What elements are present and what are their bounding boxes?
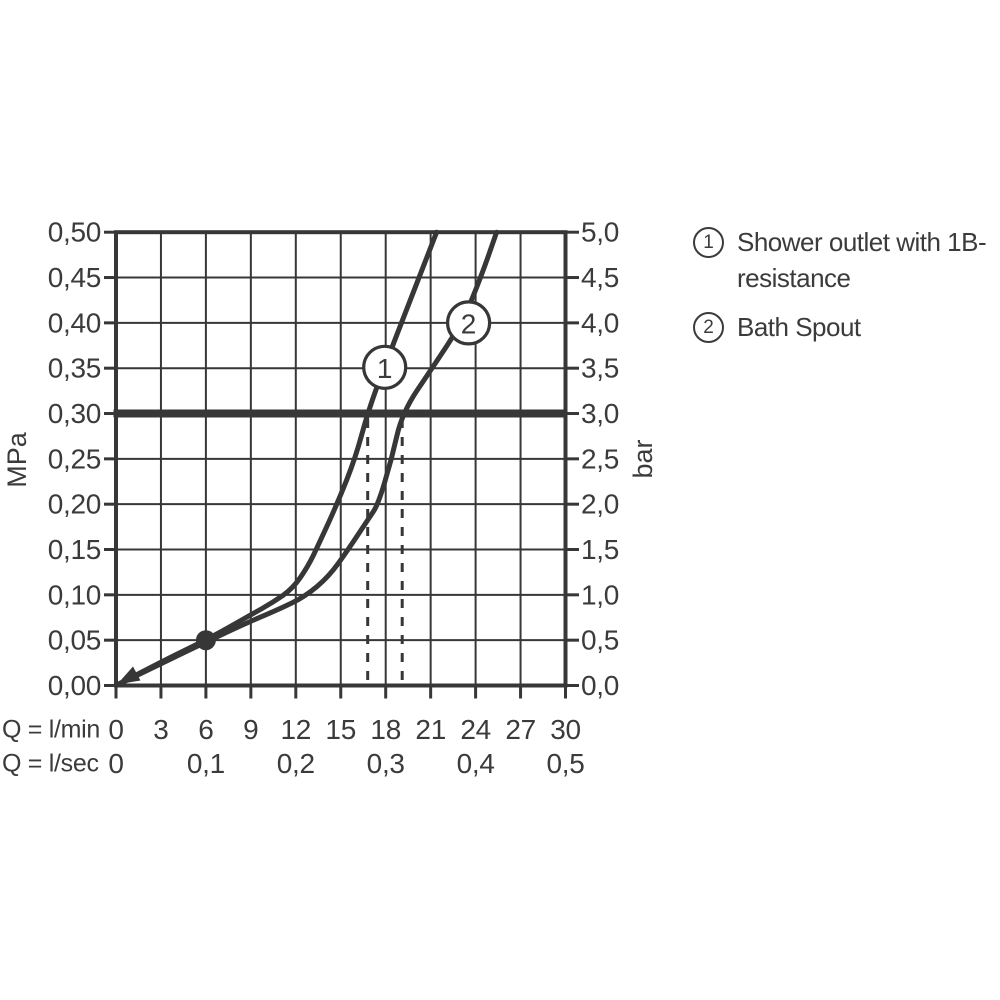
legend-item-bath-spout: 2 Bath Spout bbox=[693, 309, 986, 345]
legend-text-shower-outlet: Shower outlet with 1B- resistance bbox=[737, 224, 987, 296]
x-axis-caption-lmin: Q = l/min bbox=[2, 716, 100, 744]
origin-arrowhead-icon bbox=[117, 666, 141, 685]
x-axis-caption-lsec: Q = l/sec bbox=[2, 750, 99, 778]
x-lsec-tick-3: 0,3 bbox=[367, 748, 405, 779]
flow-dot-marker bbox=[195, 630, 216, 651]
legend: 1 Shower outlet with 1B- resistance 2 Ba… bbox=[693, 224, 987, 345]
x-lmin-tick-5: 15 bbox=[325, 714, 356, 745]
y-left-tick-4: 0,30 bbox=[48, 398, 101, 429]
curve-1 bbox=[113, 229, 440, 688]
y-left-tick-7: 0,15 bbox=[48, 534, 101, 565]
y-left-tick-6: 0,20 bbox=[48, 489, 101, 520]
y-left-tick-0: 0,50 bbox=[48, 217, 101, 248]
x-lmin-tick-6: 18 bbox=[370, 714, 401, 745]
plot-border bbox=[114, 230, 568, 688]
legend-line: Bath Spout bbox=[737, 312, 861, 342]
legend-symbol-2-number: 2 bbox=[703, 317, 714, 338]
y-left-tick-2: 0,40 bbox=[48, 307, 101, 338]
y-right-tick-7: 1,5 bbox=[581, 534, 619, 565]
legend-line: Shower outlet with 1B- bbox=[737, 227, 987, 257]
x-lsec-tick-1: 0,1 bbox=[187, 748, 225, 779]
y-left-tick-5: 0,25 bbox=[48, 443, 101, 474]
x-lsec-tick-2: 0,2 bbox=[277, 748, 315, 779]
y-left-tick-3: 0,35 bbox=[48, 353, 101, 384]
y-left-tick-10: 0,00 bbox=[48, 670, 101, 701]
x-lmin-tick-0: 0 bbox=[108, 714, 123, 745]
curve-2-label-number: 2 bbox=[461, 308, 477, 339]
y-right-tick-8: 1,0 bbox=[581, 579, 619, 610]
curve-2-label-circle bbox=[446, 300, 492, 346]
x-lmin-tick-4: 12 bbox=[281, 714, 312, 745]
x-lmin-tick-1: 3 bbox=[153, 714, 168, 745]
legend-text-bath-spout: Bath Spout bbox=[737, 309, 861, 345]
y-left-tick-8: 0,10 bbox=[48, 579, 101, 610]
y-right-tick-4: 3,0 bbox=[581, 398, 619, 429]
y-right-unit-label: bar bbox=[628, 439, 658, 478]
curve-2 bbox=[113, 229, 500, 688]
y-right-tick-6: 2,0 bbox=[581, 489, 619, 520]
y-left-tick-1: 0,45 bbox=[48, 262, 101, 293]
y-left-unit-label: MPa bbox=[2, 431, 32, 488]
y-right-tick-3: 3,5 bbox=[581, 353, 619, 384]
grid-lines bbox=[104, 230, 579, 699]
legend-item-shower-outlet: 1 Shower outlet with 1B- resistance bbox=[693, 224, 987, 296]
y-right-tick-10: 0,0 bbox=[581, 670, 619, 701]
x-lsec-tick-5: 0,5 bbox=[546, 748, 584, 779]
y-left-tick-9: 0,05 bbox=[48, 625, 101, 656]
x-lsec-tick-0: 0 bbox=[108, 748, 123, 779]
legend-line: resistance bbox=[737, 263, 851, 293]
y-right-tick-0: 5,0 bbox=[581, 217, 619, 248]
x-lmin-tick-10: 30 bbox=[550, 714, 581, 745]
legend-symbol-1-icon: 1 bbox=[693, 227, 724, 258]
legend-symbol-1-number: 1 bbox=[703, 232, 714, 253]
y-right-tick-1: 4,5 bbox=[581, 262, 619, 293]
legend-symbol-2-icon: 2 bbox=[693, 312, 724, 343]
x-lmin-tick-9: 27 bbox=[505, 714, 536, 745]
y-right-tick-2: 4,0 bbox=[581, 307, 619, 338]
curve-1-label-circle bbox=[362, 344, 408, 390]
y-right-tick-9: 0,5 bbox=[581, 625, 619, 656]
x-lmin-tick-3: 9 bbox=[243, 714, 258, 745]
x-lsec-tick-4: 0,4 bbox=[457, 748, 495, 779]
x-lmin-tick-8: 24 bbox=[460, 714, 491, 745]
x-lmin-tick-2: 6 bbox=[198, 714, 213, 745]
curve-1-label-number: 1 bbox=[377, 353, 393, 384]
y-right-tick-5: 2,5 bbox=[581, 443, 619, 474]
x-lmin-tick-7: 21 bbox=[415, 714, 446, 745]
